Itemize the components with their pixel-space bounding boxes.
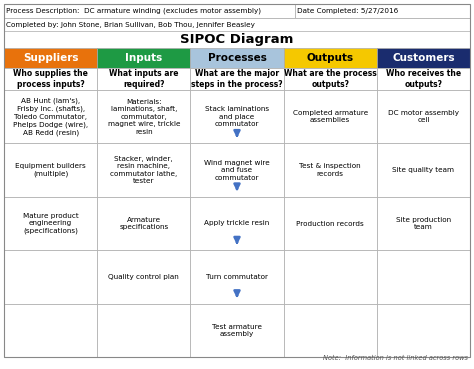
Bar [191, 304, 283, 357]
Text: Customers: Customers [392, 53, 455, 63]
Text: Site quality team: Site quality team [392, 167, 455, 173]
Text: Site production
team: Site production team [396, 217, 451, 230]
Text: Materials:
laminations, shaft,
commutator,
magnet wire, trickle
resin: Materials: laminations, shaft, commutato… [108, 99, 180, 135]
Bar [4, 90, 97, 144]
Text: Completed by: John Stone, Brian Sullivan, Bob Thou, Jennifer Beasley: Completed by: John Stone, Brian Sullivan… [6, 21, 255, 28]
Text: AB Hunt (lam's),
Frisby Inc. (shafts),
Toledo Commutator,
Phelps Dodge (wire),
A: AB Hunt (lam's), Frisby Inc. (shafts), T… [13, 98, 88, 136]
Text: Equipment builders
(multiple): Equipment builders (multiple) [15, 163, 86, 177]
Bar [283, 197, 377, 250]
Text: SIPOC Diagram: SIPOC Diagram [180, 33, 294, 46]
Text: Who supplies the
process inputs?: Who supplies the process inputs? [13, 69, 88, 89]
Bar [283, 144, 377, 197]
Bar [97, 68, 191, 90]
Bar [283, 250, 377, 304]
Text: Suppliers: Suppliers [23, 53, 78, 63]
Bar [191, 250, 283, 304]
Text: DC motor assembly
cell: DC motor assembly cell [388, 110, 459, 124]
Text: Process Description:  DC armature winding (excludes motor assembly): Process Description: DC armature winding… [6, 8, 261, 14]
Text: Mature product
engineering
(specifications): Mature product engineering (specificatio… [23, 213, 79, 234]
Bar [4, 197, 97, 250]
Bar [4, 4, 295, 18]
Bar [191, 68, 283, 90]
Bar [4, 250, 97, 304]
Text: Date Completed: 5/27/2016: Date Completed: 5/27/2016 [297, 8, 399, 14]
Text: Processes: Processes [208, 53, 266, 63]
Bar [377, 68, 470, 90]
Text: Outputs: Outputs [307, 53, 354, 63]
Bar [377, 90, 470, 144]
Bar [191, 144, 283, 197]
Text: Test & inspection
records: Test & inspection records [300, 163, 361, 177]
Text: Test armature
assembly: Test armature assembly [212, 324, 262, 337]
Bar [191, 90, 283, 144]
Bar [4, 144, 97, 197]
Text: Turn commutator: Turn commutator [206, 274, 268, 280]
Bar [377, 250, 470, 304]
Bar [97, 144, 191, 197]
Text: Inputs: Inputs [125, 53, 163, 63]
Bar [283, 48, 377, 68]
Bar [377, 144, 470, 197]
Text: Production records: Production records [296, 221, 364, 227]
Text: Stack laminations
and place
commutator: Stack laminations and place commutator [205, 106, 269, 127]
Text: Wind magnet wire
and fuse
commutator: Wind magnet wire and fuse commutator [204, 160, 270, 180]
Bar [97, 48, 191, 68]
Bar [283, 90, 377, 144]
Text: What inputs are
required?: What inputs are required? [109, 69, 179, 89]
Bar [4, 304, 97, 357]
Text: Armature
specifications: Armature specifications [119, 217, 168, 230]
Bar [283, 304, 377, 357]
Bar [97, 90, 191, 144]
Text: What are the major
steps in the process?: What are the major steps in the process? [191, 69, 283, 89]
Bar [295, 4, 470, 18]
Text: Apply trickle resin: Apply trickle resin [204, 221, 270, 227]
Bar [191, 197, 283, 250]
Text: Quality control plan: Quality control plan [109, 274, 179, 280]
Bar [377, 304, 470, 357]
Text: Who receives the
outputs?: Who receives the outputs? [386, 69, 461, 89]
Bar [377, 48, 470, 68]
Bar [4, 48, 97, 68]
Text: Note:  Information is not linked across rows: Note: Information is not linked across r… [323, 355, 468, 361]
Bar [97, 197, 191, 250]
Bar [97, 304, 191, 357]
Text: What are the process
outputs?: What are the process outputs? [284, 69, 376, 89]
Bar [97, 250, 191, 304]
Bar [4, 68, 97, 90]
Text: Completed armature
assemblies: Completed armature assemblies [292, 110, 368, 124]
Bar [4, 18, 470, 31]
Bar [191, 48, 283, 68]
Text: Stacker, winder,
resin machine,
commutator lathe,
tester: Stacker, winder, resin machine, commutat… [110, 156, 177, 184]
Bar [283, 68, 377, 90]
Bar [377, 197, 470, 250]
